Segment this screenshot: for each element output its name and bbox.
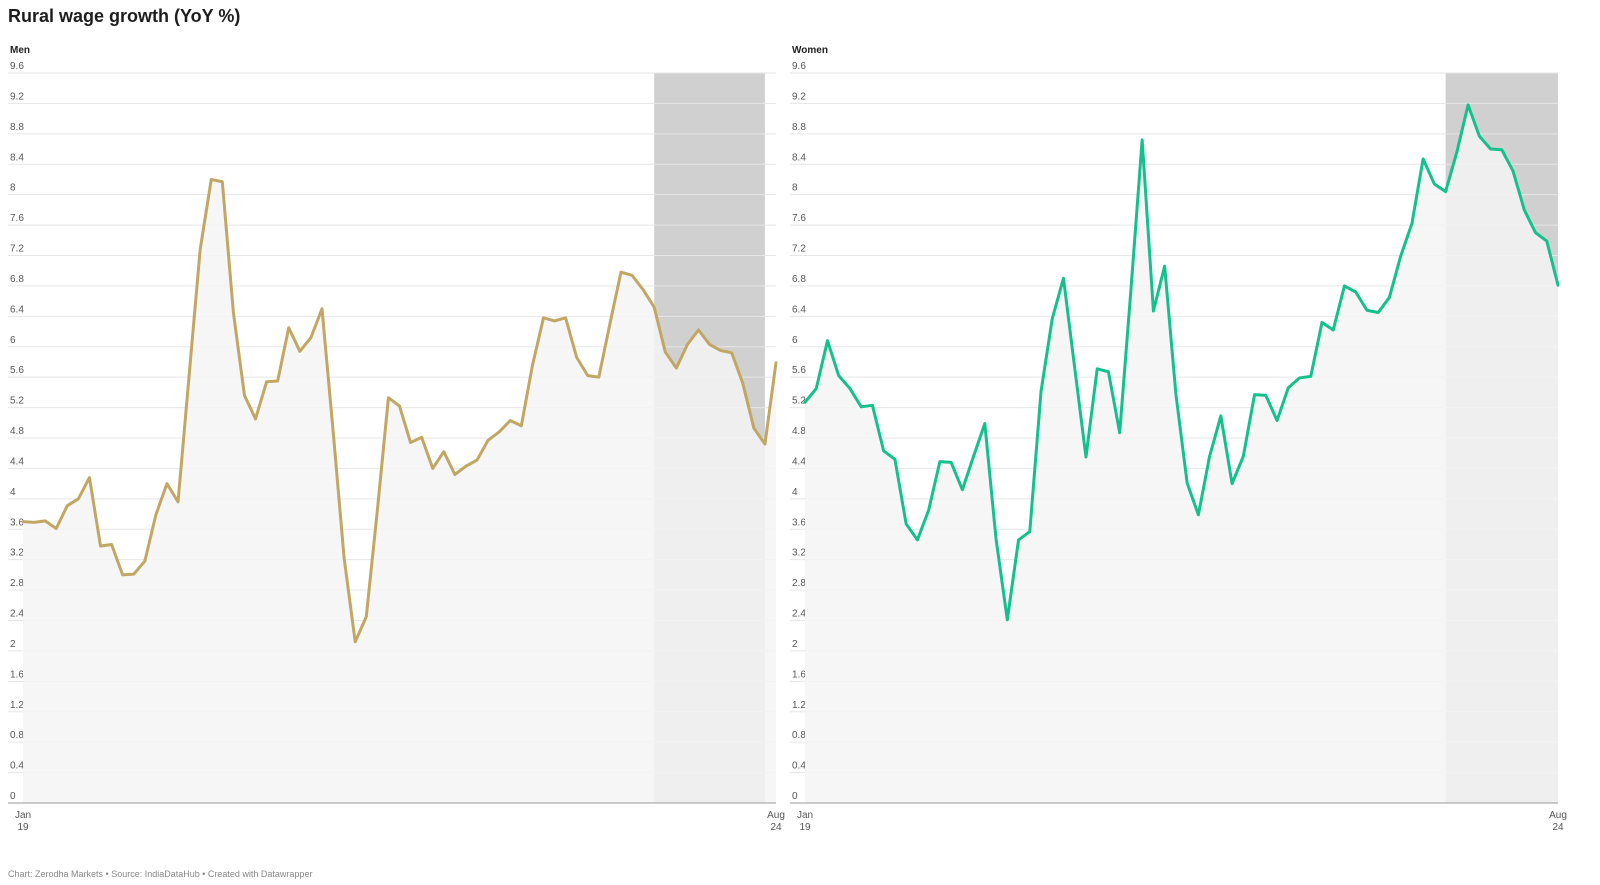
x-tick-label: Aug bbox=[1549, 810, 1567, 821]
y-tick-label: 0 bbox=[10, 791, 16, 802]
panel-label-men: Men bbox=[10, 45, 30, 56]
y-tick-label: 5.6 bbox=[792, 365, 806, 376]
chart-title: Rural wage growth (YoY %) bbox=[8, 6, 241, 26]
y-tick-label: 8.8 bbox=[792, 122, 806, 133]
y-tick-label: 6 bbox=[10, 335, 16, 346]
chart-footer: Chart: Zerodha Markets • Source: IndiaDa… bbox=[8, 869, 313, 879]
y-tick-label: 6.8 bbox=[10, 274, 24, 285]
y-tick-label: 6.4 bbox=[10, 304, 24, 315]
y-tick-label: 0.8 bbox=[10, 730, 24, 741]
y-tick-label: 1.6 bbox=[792, 669, 806, 680]
series-area bbox=[23, 179, 776, 803]
panel-label-women: Women bbox=[792, 45, 828, 56]
y-tick-label: 8 bbox=[10, 183, 16, 194]
y-tick-label: 2.8 bbox=[10, 578, 24, 589]
panel-men: 0 0.4 0.8 1.2 1.6 2 2.4 2.8 3.2 3.6 4 4.4 4.8 5.2 5.6 6… bbox=[8, 61, 785, 833]
y-tick-label: 7.6 bbox=[10, 213, 24, 224]
y-tick-label: 2 bbox=[10, 639, 16, 650]
y-tick-label: 9.6 bbox=[10, 61, 24, 72]
panel-women: 0 0.4 0.8 1.2 1.6 2 2.4 2.8 3.2 3.6 4 4.4 4.8 5.2 5.6 6… bbox=[790, 61, 1567, 833]
y-tick-label: 2 bbox=[792, 639, 798, 650]
y-tick-label: 4.8 bbox=[792, 426, 806, 437]
x-tick-label: Jan bbox=[15, 810, 31, 821]
y-tick-label: 3.6 bbox=[10, 517, 24, 528]
y-tick-label: 8 bbox=[792, 183, 798, 194]
y-tick-label: 3.2 bbox=[10, 548, 24, 559]
y-tick-label: 7.6 bbox=[792, 213, 806, 224]
y-tick-label: 3.6 bbox=[792, 517, 806, 528]
x-tick-label: 19 bbox=[799, 822, 811, 833]
series-area bbox=[805, 104, 1558, 803]
y-tick-label: 1.6 bbox=[10, 669, 24, 680]
y-tick-label: 5.2 bbox=[792, 396, 806, 407]
y-tick-label: 0.8 bbox=[792, 730, 806, 741]
y-tick-label: 5.6 bbox=[10, 365, 24, 376]
y-tick-label: 1.2 bbox=[792, 700, 806, 711]
y-tick-label: 2.4 bbox=[10, 609, 24, 620]
x-tick-label: Aug bbox=[767, 810, 785, 821]
y-tick-label: 6 bbox=[792, 335, 798, 346]
y-tick-label: 0 bbox=[792, 791, 798, 802]
y-tick-label: 9.2 bbox=[792, 91, 806, 102]
x-tick-label: 24 bbox=[770, 822, 782, 833]
y-tick-label: 4.4 bbox=[10, 456, 24, 467]
y-tick-label: 0.4 bbox=[792, 761, 806, 772]
y-tick-label: 3.2 bbox=[792, 548, 806, 559]
y-tick-label: 1.2 bbox=[10, 700, 24, 711]
y-tick-label: 4 bbox=[792, 487, 798, 498]
x-tick-label: Jan bbox=[797, 810, 813, 821]
y-tick-label: 0.4 bbox=[10, 761, 24, 772]
y-tick-label: 9.6 bbox=[792, 61, 806, 72]
y-tick-label: 5.2 bbox=[10, 396, 24, 407]
series-line-men bbox=[21, 177, 778, 644]
x-tick-label: 19 bbox=[17, 822, 29, 833]
y-tick-label: 7.2 bbox=[792, 244, 806, 255]
y-tick-label: 8.8 bbox=[10, 122, 24, 133]
y-tick-label: 7.2 bbox=[10, 244, 24, 255]
y-tick-label: 8.4 bbox=[792, 152, 806, 163]
y-tick-label: 2.8 bbox=[792, 578, 806, 589]
x-tick-label: 24 bbox=[1552, 822, 1564, 833]
y-tick-label: 8.4 bbox=[10, 152, 24, 163]
y-tick-label: 4.4 bbox=[792, 456, 806, 467]
y-tick-label: 2.4 bbox=[792, 609, 806, 620]
y-tick-label: 4 bbox=[10, 487, 16, 498]
y-tick-label: 9.2 bbox=[10, 91, 24, 102]
y-tick-label: 6.8 bbox=[792, 274, 806, 285]
series-line-women bbox=[803, 103, 1560, 622]
y-tick-label: 6.4 bbox=[792, 304, 806, 315]
y-tick-label: 4.8 bbox=[10, 426, 24, 437]
